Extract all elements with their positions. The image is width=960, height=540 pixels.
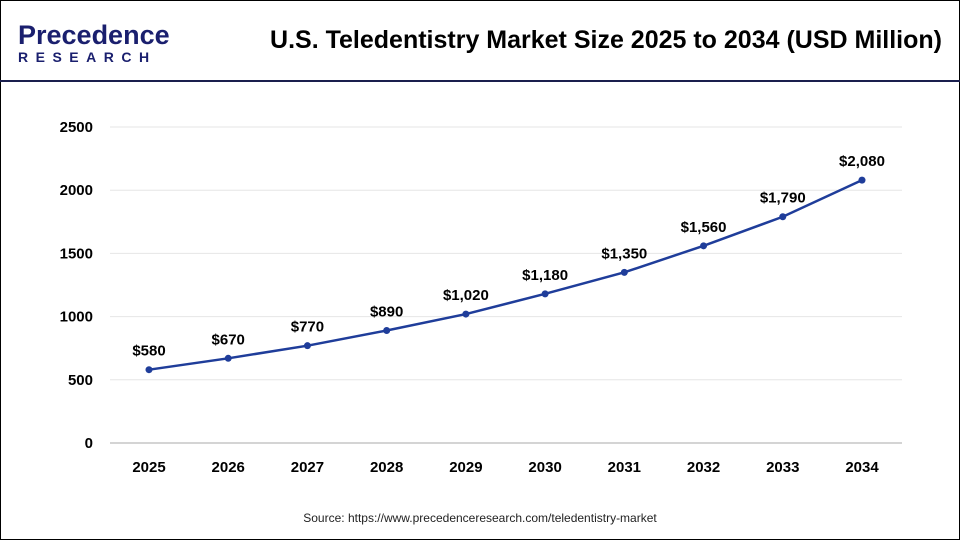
data-label: $670 [212, 331, 245, 348]
data-label: $1,560 [681, 219, 727, 236]
x-tick-label: 2025 [132, 459, 165, 476]
data-label: $1,020 [443, 287, 489, 304]
data-point [779, 213, 787, 221]
data-label: $1,350 [601, 245, 647, 262]
data-point [462, 310, 470, 318]
x-tick-label: 2033 [766, 459, 799, 476]
y-tick-label: 2000 [60, 182, 93, 199]
data-point [224, 354, 232, 362]
y-tick-label: 2500 [60, 119, 93, 136]
logo-text: Precedence [18, 20, 170, 50]
source-text: Source: https://www.precedenceresearch.c… [303, 511, 657, 525]
logo-subtext: RESEARCH [18, 49, 157, 65]
data-label: $1,180 [522, 267, 568, 284]
y-tick-label: 500 [68, 372, 93, 389]
series-line [148, 178, 863, 371]
data-point [858, 176, 866, 184]
data-label: $1,790 [760, 190, 806, 207]
data-point [383, 327, 391, 335]
header: Precedence RESEARCH U.S. Teledentistry M… [0, 0, 960, 82]
data-point [145, 366, 153, 374]
x-tick-label: 2030 [528, 459, 561, 476]
data-label: $890 [370, 304, 403, 321]
data-label: $770 [291, 319, 324, 336]
y-tick-label: 0 [85, 435, 93, 452]
chart-title: U.S. Teledentistry Market Size 2025 to 2… [270, 26, 942, 54]
x-tick-label: 2028 [370, 459, 403, 476]
x-tick-label: 2034 [845, 459, 879, 476]
x-tick-label: 2026 [212, 459, 245, 476]
y-tick-label: 1000 [60, 309, 93, 326]
y-tick-label: 1500 [60, 245, 93, 262]
data-point [541, 290, 549, 298]
data-point [700, 242, 708, 250]
x-tick-label: 2031 [608, 459, 641, 476]
x-tick-label: 2032 [687, 459, 720, 476]
x-tick-label: 2029 [449, 459, 482, 476]
x-tick-label: 2027 [291, 459, 324, 476]
data-point [620, 268, 628, 276]
data-label: $2,080 [839, 153, 885, 170]
logo: Precedence RESEARCH [18, 20, 170, 65]
data-point [303, 342, 311, 350]
data-label: $580 [132, 343, 165, 360]
